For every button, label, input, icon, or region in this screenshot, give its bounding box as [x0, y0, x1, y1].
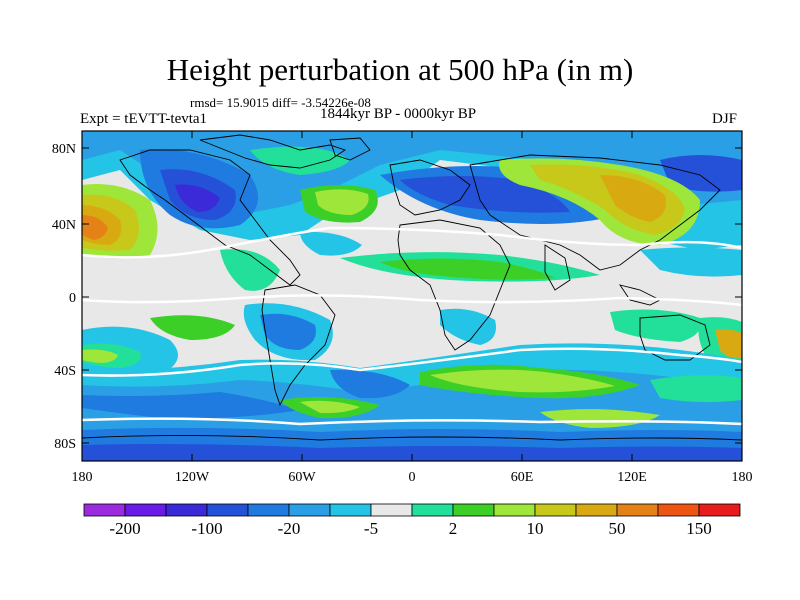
contour-field: [82, 131, 742, 461]
lon-tick-label: 0: [409, 470, 416, 485]
period-text: 1844kyr BP - 0000kyr BP: [320, 106, 477, 122]
colorbar-label: -20: [278, 519, 301, 538]
colorbar-label: 50: [609, 519, 626, 538]
experiment-label: Expt = tEVTT-tevta1: [80, 111, 208, 127]
colorbar-label: 2: [449, 519, 458, 538]
colorbar-swatch: [698, 503, 741, 517]
lon-tick-label: 120E: [617, 470, 647, 485]
longitude-axis: 180 120W 60W 0 60E 120E 180: [72, 131, 753, 485]
lon-tick-label: 180: [732, 470, 753, 485]
latitude-axis: 80N 40N 0 40S 80S: [52, 142, 742, 452]
colorbar-swatch: [83, 503, 126, 517]
colorbar-swatch: [534, 503, 577, 517]
colorbar-swatch: [165, 503, 208, 517]
colorbar-label: 10: [527, 519, 544, 538]
colorbar-labels: -200 -100 -20 -5 2 10 50 150: [109, 519, 711, 538]
lat-tick-label: 0: [69, 291, 76, 306]
colorbar-label: -200: [109, 519, 140, 538]
colorbar-swatch: [370, 503, 413, 517]
colorbar-label: 150: [686, 519, 712, 538]
lat-tick-label: 40S: [54, 364, 76, 379]
colorbar-swatch: [411, 503, 454, 517]
lon-tick-label: 180: [72, 470, 93, 485]
colorbar-swatch: [452, 503, 495, 517]
map-title: Height perturbation at 500 hPa (in m): [166, 52, 634, 87]
stats-text: rmsd= 15.9015 diff= -3.54226e-08: [190, 95, 371, 110]
zero-contours: [82, 226, 742, 426]
colorbar-swatch: [288, 503, 331, 517]
colorbar-swatch: [616, 503, 659, 517]
lon-tick-label: 60E: [511, 470, 534, 485]
lon-tick-label: 120W: [175, 470, 210, 485]
colorbar-label: -100: [191, 519, 222, 538]
lat-tick-label: 80N: [52, 142, 76, 157]
lon-tick-label: 60W: [288, 470, 316, 485]
colorbar-swatch: [575, 503, 618, 517]
lat-tick-label: 40N: [52, 218, 76, 233]
season-label: DJF: [712, 111, 738, 127]
colorbar-swatch: [206, 503, 249, 517]
colorbar-swatch: [493, 503, 536, 517]
colorbar-swatch: [329, 503, 372, 517]
colorbar: [83, 503, 741, 517]
colorbar-swatch: [247, 503, 290, 517]
coastlines: [82, 134, 742, 441]
colorbar-swatch: [657, 503, 700, 517]
colorbar-swatch: [124, 503, 167, 517]
colorbar-label: -5: [364, 519, 378, 538]
lat-tick-label: 80S: [54, 437, 76, 452]
